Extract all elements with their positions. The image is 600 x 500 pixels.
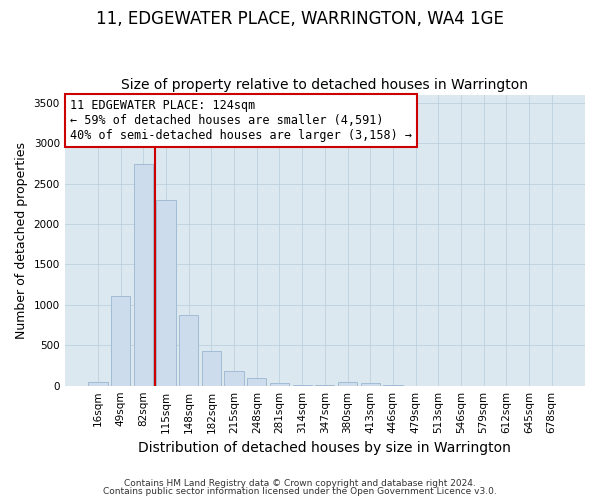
Text: 11, EDGEWATER PLACE, WARRINGTON, WA4 1GE: 11, EDGEWATER PLACE, WARRINGTON, WA4 1GE	[96, 10, 504, 28]
Bar	[202, 351, 221, 386]
Text: Contains public sector information licensed under the Open Government Licence v3: Contains public sector information licen…	[103, 487, 497, 496]
Bar	[88, 382, 107, 386]
Bar	[111, 296, 130, 386]
Bar	[157, 200, 176, 386]
Bar	[383, 385, 403, 386]
Bar	[361, 384, 380, 386]
Y-axis label: Number of detached properties: Number of detached properties	[15, 142, 28, 338]
Bar	[179, 314, 199, 386]
Bar	[247, 378, 266, 386]
Bar	[134, 164, 153, 386]
Text: Contains HM Land Registry data © Crown copyright and database right 2024.: Contains HM Land Registry data © Crown c…	[124, 478, 476, 488]
Bar	[270, 384, 289, 386]
Bar	[293, 385, 312, 386]
X-axis label: Distribution of detached houses by size in Warrington: Distribution of detached houses by size …	[139, 441, 511, 455]
Text: 11 EDGEWATER PLACE: 124sqm
← 59% of detached houses are smaller (4,591)
40% of s: 11 EDGEWATER PLACE: 124sqm ← 59% of deta…	[70, 99, 412, 142]
Bar	[224, 370, 244, 386]
Title: Size of property relative to detached houses in Warrington: Size of property relative to detached ho…	[121, 78, 529, 92]
Bar	[338, 382, 357, 386]
